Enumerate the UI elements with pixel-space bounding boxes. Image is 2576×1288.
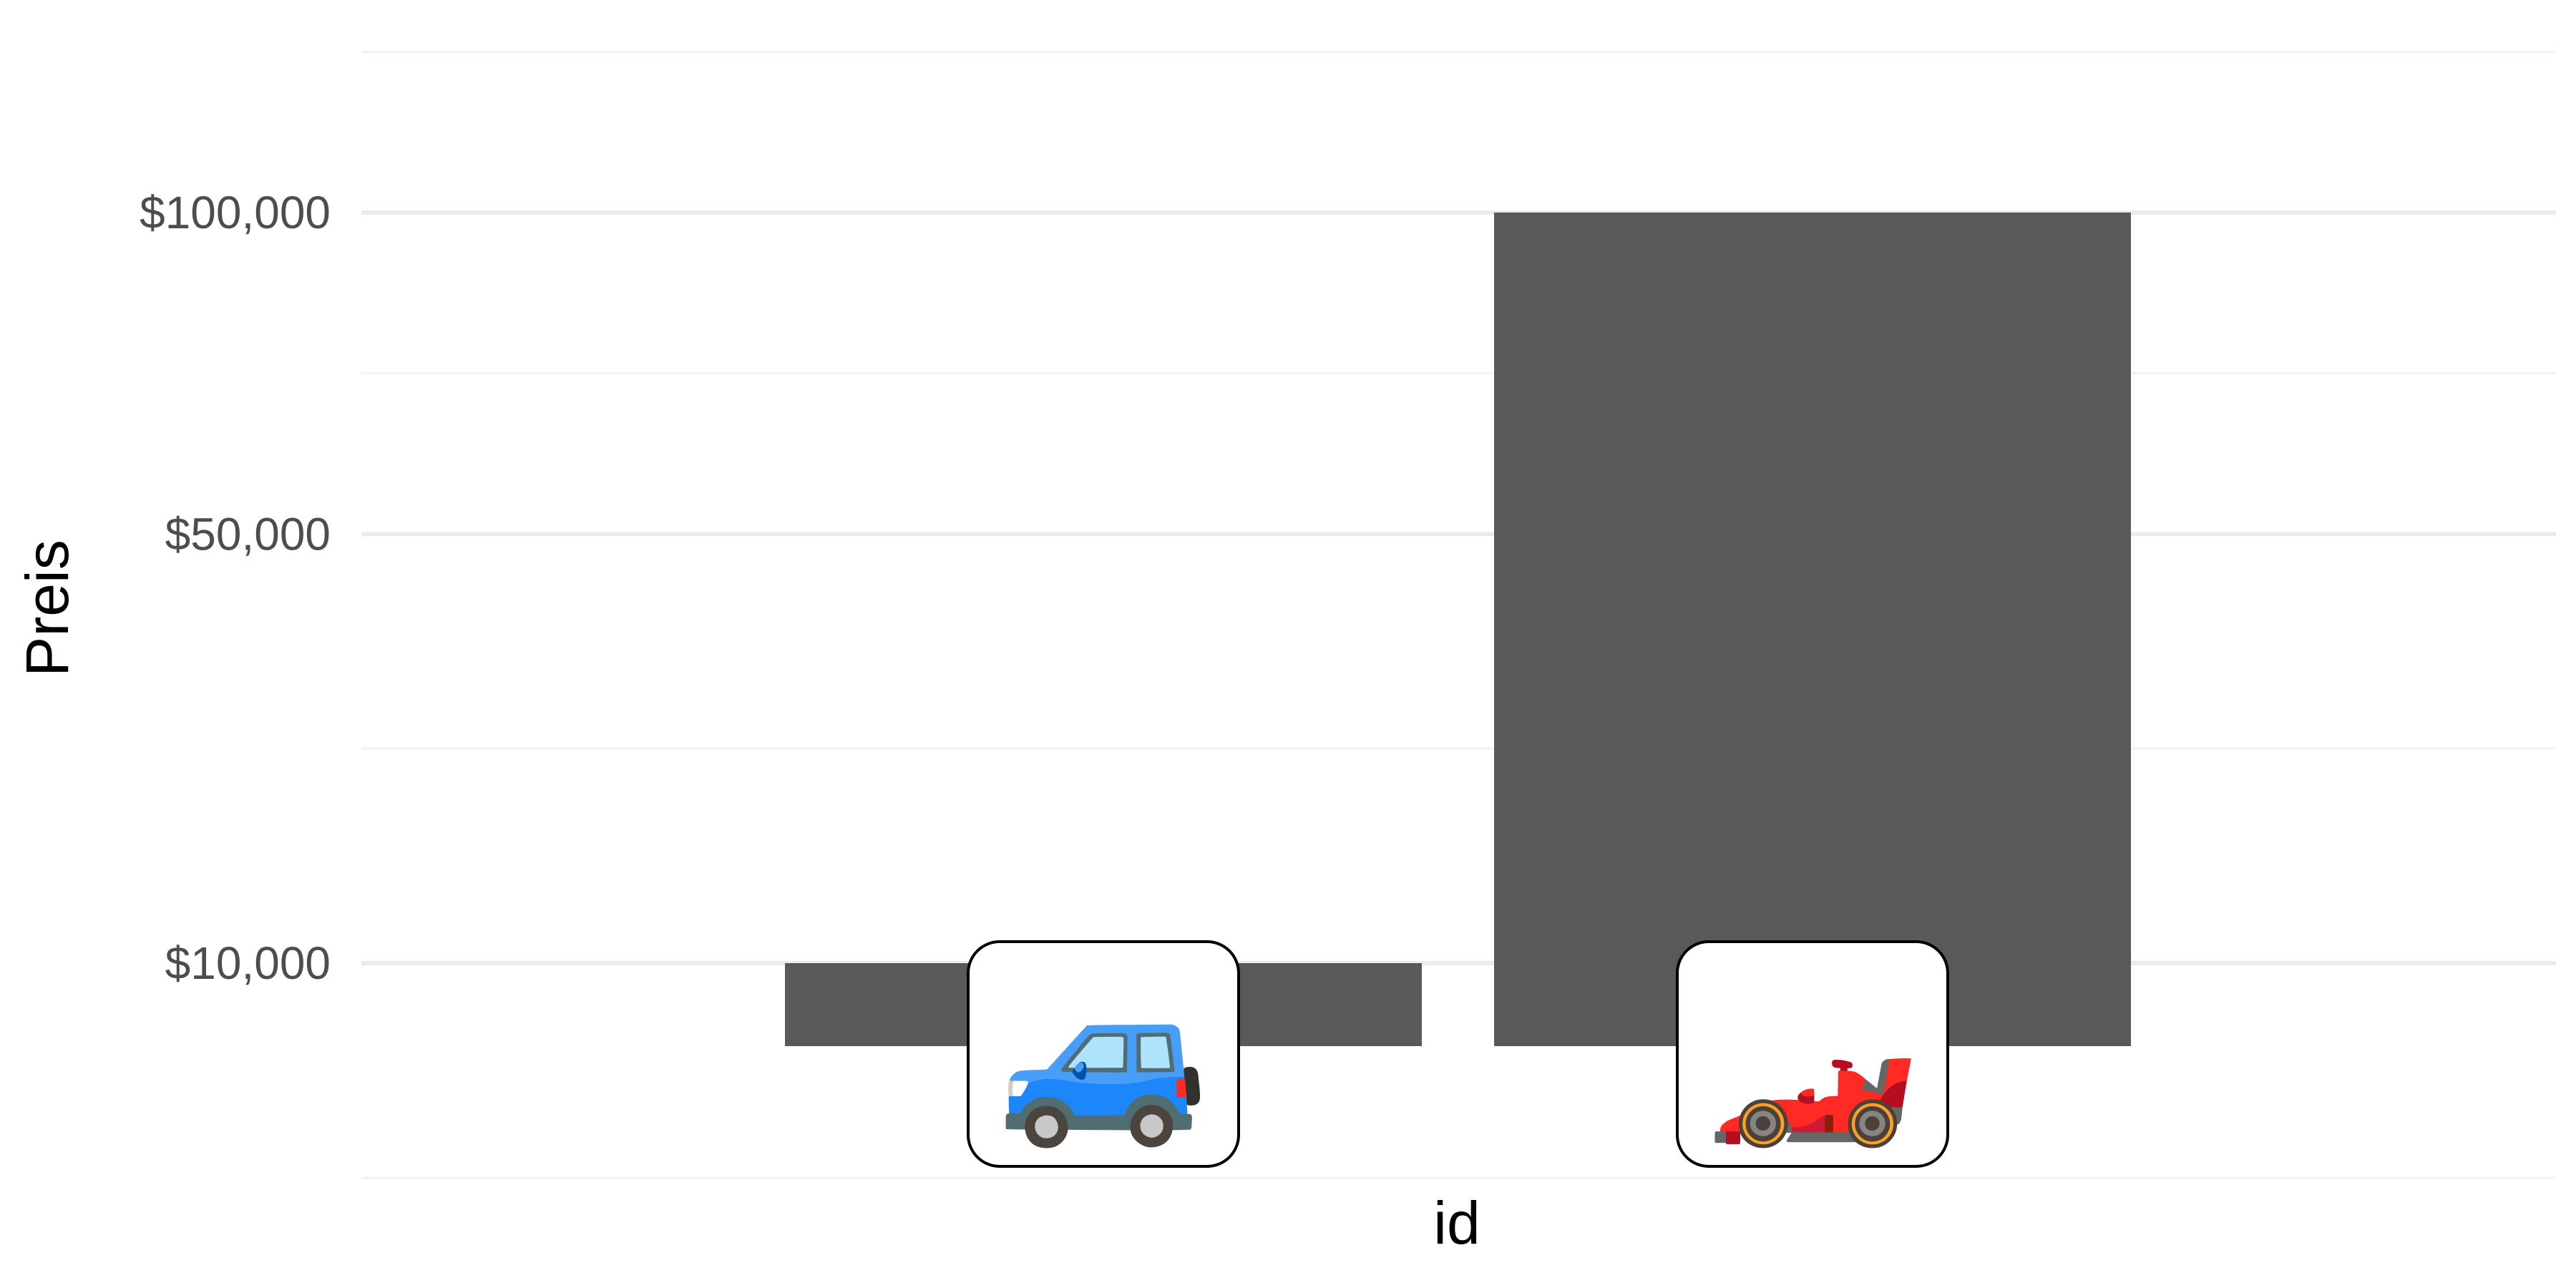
y-axis-title: Preis bbox=[14, 540, 81, 676]
bars bbox=[785, 213, 2131, 1046]
x-axis-title: id bbox=[1433, 1189, 1480, 1257]
y-tick-label: $100,000 bbox=[140, 187, 331, 238]
x-tick-icon-car: 🚙 bbox=[967, 940, 1240, 1168]
y-tick-label: $10,000 bbox=[165, 937, 331, 989]
y-tick-labels: $10,000 $50,000 $100,000 bbox=[140, 187, 331, 989]
x-tick-icon-racing-car: 🏎️ bbox=[1676, 940, 1949, 1168]
racing-car-icon: 🏎️ bbox=[1706, 953, 1920, 1153]
icon-frame bbox=[967, 940, 1240, 1168]
bar-racing-car bbox=[1494, 213, 2131, 1046]
grid-lines bbox=[361, 50, 2556, 1179]
y-tick-label: $50,000 bbox=[165, 508, 331, 560]
category-icons: 🚙 🏎️ bbox=[967, 940, 1949, 1168]
icon-frame bbox=[1676, 940, 1949, 1168]
car-icon: 🚙 bbox=[997, 953, 1211, 1156]
